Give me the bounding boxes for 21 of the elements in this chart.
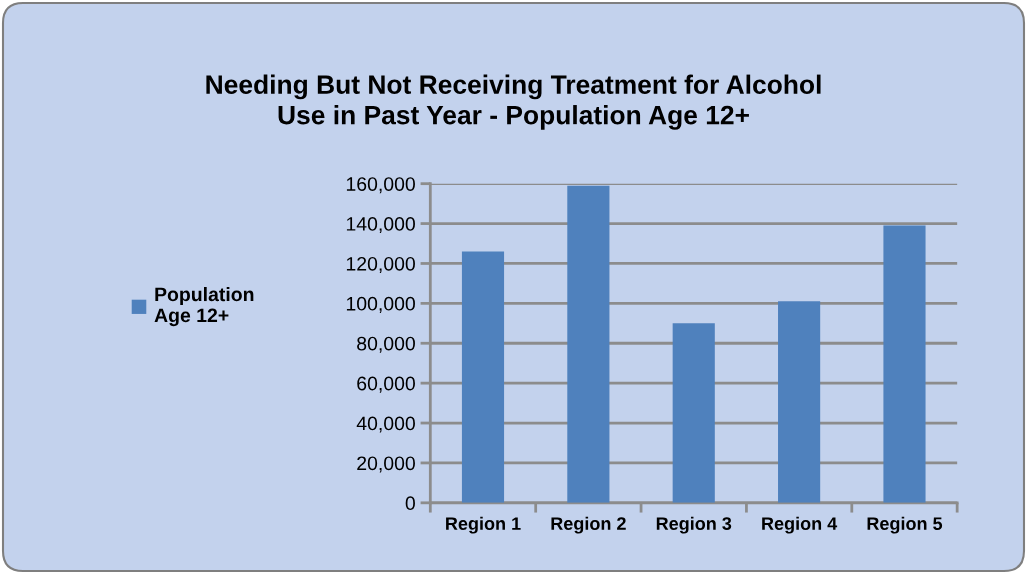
bar bbox=[567, 185, 610, 503]
bar bbox=[672, 323, 715, 503]
y-tick-label: 60,000 bbox=[357, 376, 415, 393]
x-tick-label: Region 4 bbox=[762, 516, 838, 534]
y-tick-label: 20,000 bbox=[357, 456, 415, 473]
x-tick-label: Region 2 bbox=[551, 516, 626, 534]
bar bbox=[883, 225, 926, 503]
bar bbox=[461, 251, 505, 503]
legend-label: Population Age 12+ bbox=[154, 286, 254, 327]
x-tick-label: Region 3 bbox=[656, 516, 732, 534]
y-tick-label: 140,000 bbox=[346, 217, 415, 234]
y-tick-label: 80,000 bbox=[357, 336, 415, 353]
y-tick-label: 120,000 bbox=[346, 256, 415, 273]
x-tick-label: Region 1 bbox=[446, 516, 521, 534]
y-tick-label: 0 bbox=[405, 496, 415, 511]
chart-title: Needing But Not Receiving Treatment for Alcohol Use in Past Year - Population Age 12+ bbox=[206, 74, 821, 130]
x-tick-label: Region 5 bbox=[867, 516, 943, 534]
bar bbox=[778, 301, 821, 503]
y-tick-label: 100,000 bbox=[346, 296, 415, 313]
y-tick-label: 40,000 bbox=[356, 416, 415, 433]
y-tick-label: 160,000 bbox=[346, 177, 415, 194]
